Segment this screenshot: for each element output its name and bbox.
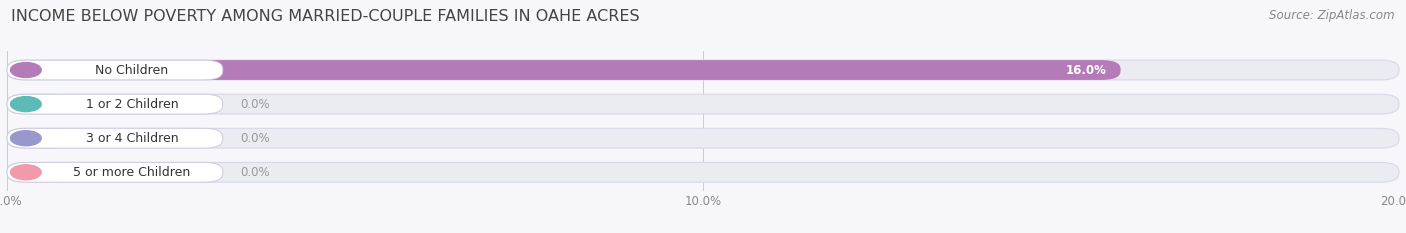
FancyBboxPatch shape <box>7 60 222 80</box>
Text: 1 or 2 Children: 1 or 2 Children <box>86 98 179 111</box>
FancyBboxPatch shape <box>7 128 222 148</box>
Circle shape <box>10 62 41 78</box>
Circle shape <box>10 131 41 146</box>
FancyBboxPatch shape <box>7 94 75 114</box>
Text: Source: ZipAtlas.com: Source: ZipAtlas.com <box>1270 9 1395 22</box>
Text: 0.0%: 0.0% <box>240 98 270 111</box>
FancyBboxPatch shape <box>7 128 75 148</box>
FancyBboxPatch shape <box>7 60 1399 80</box>
FancyBboxPatch shape <box>7 94 222 114</box>
Text: 0.0%: 0.0% <box>240 166 270 179</box>
FancyBboxPatch shape <box>7 162 1399 182</box>
FancyBboxPatch shape <box>7 162 222 182</box>
Circle shape <box>10 97 41 112</box>
FancyBboxPatch shape <box>7 162 75 182</box>
Text: INCOME BELOW POVERTY AMONG MARRIED-COUPLE FAMILIES IN OAHE ACRES: INCOME BELOW POVERTY AMONG MARRIED-COUPL… <box>11 9 640 24</box>
FancyBboxPatch shape <box>7 94 1399 114</box>
Circle shape <box>10 165 41 180</box>
Text: 3 or 4 Children: 3 or 4 Children <box>86 132 179 145</box>
Text: No Children: No Children <box>96 64 169 76</box>
Text: 0.0%: 0.0% <box>240 132 270 145</box>
Text: 5 or more Children: 5 or more Children <box>73 166 191 179</box>
FancyBboxPatch shape <box>7 60 1121 80</box>
FancyBboxPatch shape <box>7 128 1399 148</box>
Text: 16.0%: 16.0% <box>1066 64 1107 76</box>
